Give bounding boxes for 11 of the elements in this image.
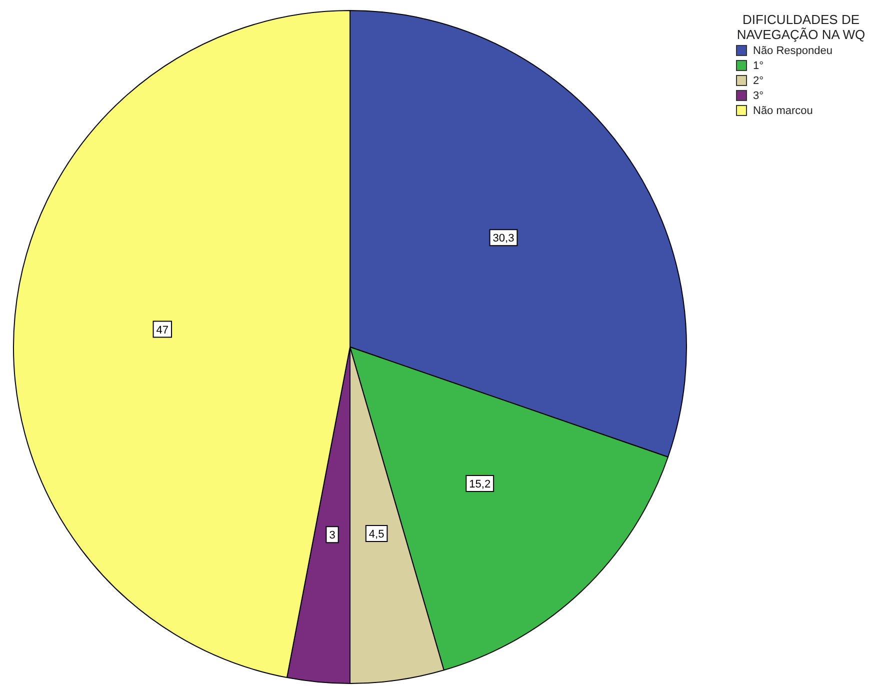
data-label: 3 [329, 530, 336, 542]
data-label: 15,2 [469, 478, 491, 491]
legend-label: 2° [753, 74, 764, 86]
legend-label: 1° [753, 60, 764, 72]
legend-label: 3° [753, 90, 764, 102]
data-label: 4,5 [368, 528, 384, 541]
data-label: 47 [156, 324, 169, 336]
legend-label: Não marcou [753, 104, 813, 116]
legend-label: Não Respondeu [753, 44, 833, 56]
legend-title: DIFICULDADES DE NAVEGAÇÃO NA WQ [736, 12, 866, 42]
data-label: 30,3 [492, 232, 514, 245]
